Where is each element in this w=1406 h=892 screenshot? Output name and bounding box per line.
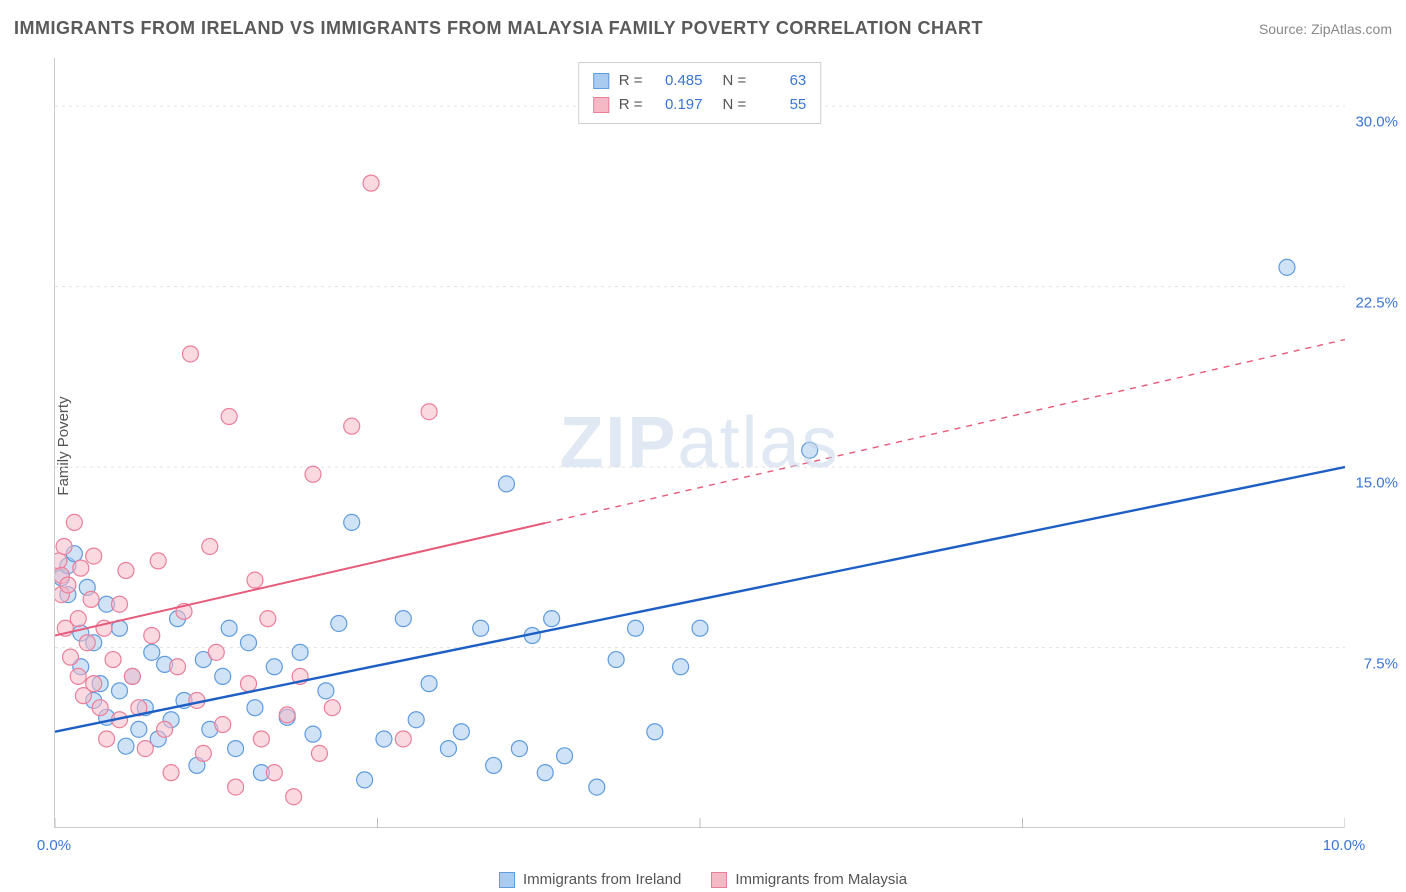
y-tick-label: 15.0% <box>1355 475 1398 492</box>
legend-row-malaysia: R = 0.197 N = 55 <box>593 93 807 117</box>
y-tick-label: 30.0% <box>1355 114 1398 131</box>
chart-source: Source: ZipAtlas.com <box>1259 21 1392 37</box>
plot-svg <box>55 58 1345 828</box>
legend-swatch-icon <box>711 872 727 888</box>
scatter-plot: ZIPatlas R = 0.485 N = 63 R = 0.197 N = … <box>54 58 1344 828</box>
chart-header: IMMIGRANTS FROM IRELAND VS IMMIGRANTS FR… <box>14 18 1392 39</box>
chart-area: ZIPatlas R = 0.485 N = 63 R = 0.197 N = … <box>54 58 1344 828</box>
correlation-legend: R = 0.485 N = 63 R = 0.197 N = 55 <box>578 62 822 124</box>
y-tick-label: 22.5% <box>1355 294 1398 311</box>
legend-swatch-malaysia <box>593 97 609 113</box>
x-tick-label: 10.0% <box>1323 837 1366 854</box>
chart-title: IMMIGRANTS FROM IRELAND VS IMMIGRANTS FR… <box>14 18 983 39</box>
x-tick-label: 0.0% <box>37 837 71 854</box>
legend-swatch-icon <box>499 872 515 888</box>
legend-item-malaysia: Immigrants from Malaysia <box>711 871 907 888</box>
legend-swatch-ireland <box>593 73 609 89</box>
legend-row-ireland: R = 0.485 N = 63 <box>593 69 807 93</box>
legend-item-ireland: Immigrants from Ireland <box>499 871 681 888</box>
y-tick-label: 7.5% <box>1364 655 1398 672</box>
series-legend: Immigrants from Ireland Immigrants from … <box>0 871 1406 888</box>
